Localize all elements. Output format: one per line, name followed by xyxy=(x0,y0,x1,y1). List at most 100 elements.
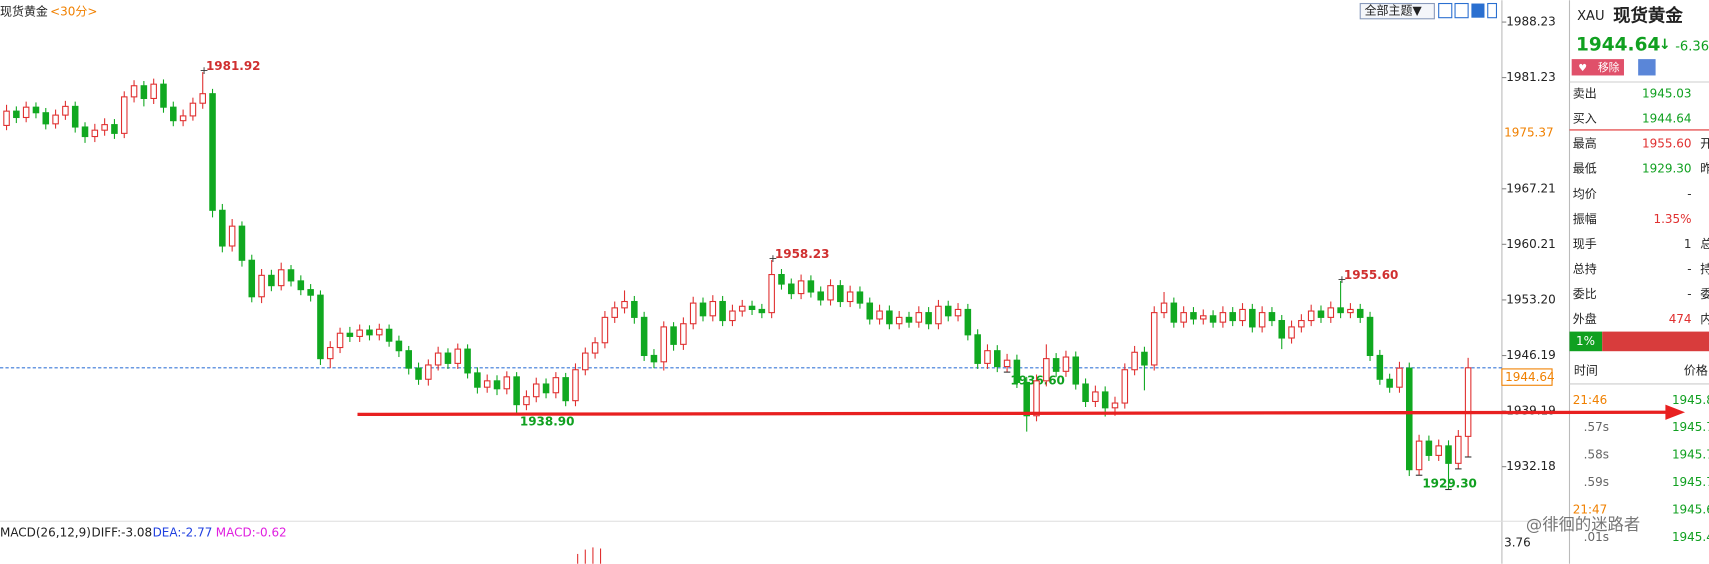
candle-body xyxy=(797,280,805,295)
last-price-box xyxy=(1501,368,1553,386)
candle-body xyxy=(954,308,962,317)
alert-button[interactable] xyxy=(1638,59,1656,76)
quote-label: 最低 xyxy=(1573,162,1597,176)
tool-icon[interactable] xyxy=(1438,2,1453,19)
candle-body xyxy=(483,380,491,388)
candle-body xyxy=(1376,354,1384,380)
candle-body xyxy=(542,383,550,394)
overlay: @徘徊的迷路者 xyxy=(357,404,1686,534)
candle-body xyxy=(532,383,540,398)
change: -6.36 xyxy=(1675,40,1709,55)
candle-body xyxy=(356,329,363,337)
candle-body xyxy=(160,83,167,108)
candle-body xyxy=(1415,440,1423,471)
candle-body xyxy=(925,312,932,325)
tick-price: 1945.7 xyxy=(1672,475,1709,489)
price: 1944.64 xyxy=(1576,34,1660,55)
candle-body xyxy=(405,350,412,369)
candle-body xyxy=(219,209,226,247)
candle-body xyxy=(572,369,579,402)
candle-body xyxy=(425,364,432,380)
candle-body xyxy=(699,302,707,317)
candle-body xyxy=(1131,351,1138,371)
quote-extra: 委 xyxy=(1700,287,1709,301)
symbol-name: 现货黄金 xyxy=(1613,6,1683,27)
candle-body xyxy=(768,274,775,314)
quote-value: 1 xyxy=(1684,237,1692,251)
candle-body xyxy=(62,105,69,116)
candle-body xyxy=(1239,308,1246,322)
quote-label: 现手 xyxy=(1573,237,1597,251)
candle-body xyxy=(336,332,344,349)
candle-body xyxy=(101,124,108,131)
tick-price: 1945.8 xyxy=(1672,393,1709,407)
heart-icon[interactable]: ♥ xyxy=(1578,63,1587,74)
quote-label: 振幅 xyxy=(1573,211,1597,226)
candle-body xyxy=(1268,312,1276,322)
candle-body xyxy=(130,85,138,98)
tool-icon[interactable] xyxy=(1454,2,1469,19)
macd-bars xyxy=(577,547,602,564)
candle-body xyxy=(631,300,638,318)
remove-label[interactable]: 移除 xyxy=(1598,60,1620,74)
quote-value: 474 xyxy=(1669,312,1692,326)
quote-extra: 总 xyxy=(1700,237,1709,251)
candle-body xyxy=(1317,310,1325,318)
tick-time: .59s xyxy=(1584,475,1609,489)
candle-body xyxy=(1121,369,1129,404)
ticks-header: 时间 xyxy=(1574,363,1598,377)
candle-body xyxy=(42,112,50,125)
candle-body xyxy=(895,316,903,325)
candle-body xyxy=(837,285,844,303)
symbol: XAU xyxy=(1577,9,1604,24)
candle-body xyxy=(621,300,628,309)
quote-value: - xyxy=(1687,187,1691,201)
panel-bg xyxy=(1569,0,1709,564)
candle-body xyxy=(1327,307,1335,318)
theme-label[interactable]: 全部主题▼ xyxy=(1365,3,1423,18)
tick-price: 1945.6 xyxy=(1672,503,1709,517)
low-label: 1929.30 xyxy=(1422,476,1477,490)
candle-body xyxy=(1141,351,1148,366)
candle-body xyxy=(1219,312,1227,323)
tool-icon[interactable] xyxy=(1471,3,1485,18)
remove-button[interactable] xyxy=(1571,59,1624,76)
low-label: 1938.90 xyxy=(520,415,575,429)
y-tick-label: 1988.23 xyxy=(1506,15,1555,29)
candle-body xyxy=(22,106,30,119)
macd-diff: DIFF:-3.08 xyxy=(92,526,153,540)
ticks-header: 价格 xyxy=(1684,362,1708,377)
quote-label: 卖出 xyxy=(1573,86,1597,100)
candle-body xyxy=(1356,308,1364,318)
candle-body xyxy=(71,105,79,128)
tick-time: 21:46 xyxy=(1573,393,1608,407)
candle-body xyxy=(670,326,677,345)
quote-extra: 持 xyxy=(1700,261,1709,276)
candle-body xyxy=(513,376,520,406)
candle-body xyxy=(395,340,403,352)
candle-body xyxy=(238,225,246,261)
candle-body xyxy=(317,294,324,360)
tick-time: .01s xyxy=(1584,530,1609,544)
y-tick-label: 1967.21 xyxy=(1506,181,1555,195)
candle-body xyxy=(1229,312,1236,322)
candle-body xyxy=(1366,316,1374,357)
candle-body xyxy=(199,93,206,104)
high-marker: + xyxy=(1337,273,1346,286)
quote-value: - xyxy=(1687,262,1691,276)
ratio-buy xyxy=(1569,331,1603,352)
reference-price: 1975.37 xyxy=(1504,125,1554,139)
candle-body xyxy=(552,377,560,394)
theme-button[interactable] xyxy=(1359,2,1435,20)
candle-body xyxy=(886,310,893,325)
tool-icon[interactable] xyxy=(1487,2,1498,19)
candle-body xyxy=(268,274,275,287)
ratio-sell xyxy=(1602,331,1709,352)
candle-body xyxy=(1082,383,1089,403)
candle-body xyxy=(13,110,20,119)
quote-value: - xyxy=(1687,287,1691,301)
candle-body xyxy=(1347,308,1354,314)
high-marker: + xyxy=(199,64,208,77)
last-price-label: 1944.64 xyxy=(1505,370,1555,384)
period[interactable]: <30分> xyxy=(50,5,97,19)
